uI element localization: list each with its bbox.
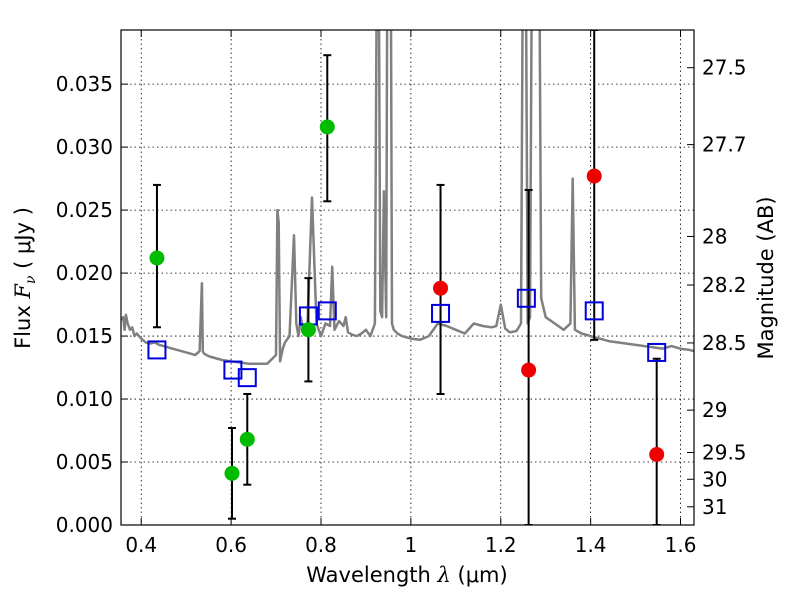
y-tick-label: 0.035 [56,72,113,96]
x-tick-label: 1.6 [665,533,697,557]
x-axis-label-unit: (μm) [451,563,508,587]
y-tick-label: 0.010 [56,387,113,411]
y2-tick-label: 28.2 [702,273,747,297]
x-tick-label: 1.2 [485,533,517,557]
x-tick-label: 0.4 [125,533,157,557]
model-photometry-square [431,303,451,323]
y2-tick-label: 28.5 [702,331,747,355]
y2-axis-label: Magnitude (AB) [754,196,778,359]
axis-ticks: 0.4 0.6 0.8 1 1.2 1.4 1.6 0.000 0.005 0.010 0.015 0… [56,30,747,557]
error-bars [152,30,661,525]
y-tick-label: 0.020 [56,261,113,285]
green-data-point [224,465,240,481]
model-photometry-square [237,368,257,388]
data-markers [147,119,667,481]
model-photometry-square [147,340,167,360]
y-tick-label: 0.005 [56,450,113,474]
y-axis-label-unit: ( μJy ) [11,207,35,275]
green-data-point [239,431,255,447]
y-axis-label-prefix: Flux [11,299,35,349]
model-photometry-square [584,301,604,321]
green-data-point [149,250,165,266]
green-data-point [300,322,316,338]
x-axis-label-prefix: Wavelength [306,563,437,587]
x-axis-label: Wavelength λ (μm) [306,563,507,587]
model-spectrum-line [121,30,694,366]
model-spectrum [121,30,694,366]
y-axis-label: Flux Fν ( μJy ) [11,207,39,349]
y2-tick-label: 29.5 [702,441,747,465]
x-tick-label: 1.4 [575,533,607,557]
y2-tick-label: 30 [702,467,727,491]
y2-tick-label: 31 [702,495,727,519]
y2-tick-label: 29 [702,398,727,422]
y-tick-label: 0.025 [56,198,113,222]
red-data-point [649,446,665,462]
model-photometry-square [317,301,337,321]
green-data-point [319,119,335,135]
x-tick-label: 0.6 [215,533,247,557]
x-axis-label-symbol: λ [437,563,451,587]
x-tick-label: 0.8 [305,533,337,557]
grid-lines [121,30,694,526]
y2-tick-label: 27.7 [702,133,747,157]
y-tick-label: 0.015 [56,324,113,348]
y-axis-label-subscript: ν [23,275,39,284]
model-photometry-square [516,288,536,308]
y-tick-label: 0.030 [56,135,113,159]
plot-frame [120,29,695,526]
red-data-point [433,280,449,296]
y-tick-label: 0.000 [56,513,113,537]
y2-tick-label: 28 [702,224,727,248]
model-photometry-square [647,342,667,362]
x-tick-label: 1 [405,533,418,557]
red-data-point [521,362,537,378]
red-data-point [586,168,602,184]
y-axis-label-symbol: F [11,283,35,300]
y2-tick-label: 27.5 [702,56,747,80]
